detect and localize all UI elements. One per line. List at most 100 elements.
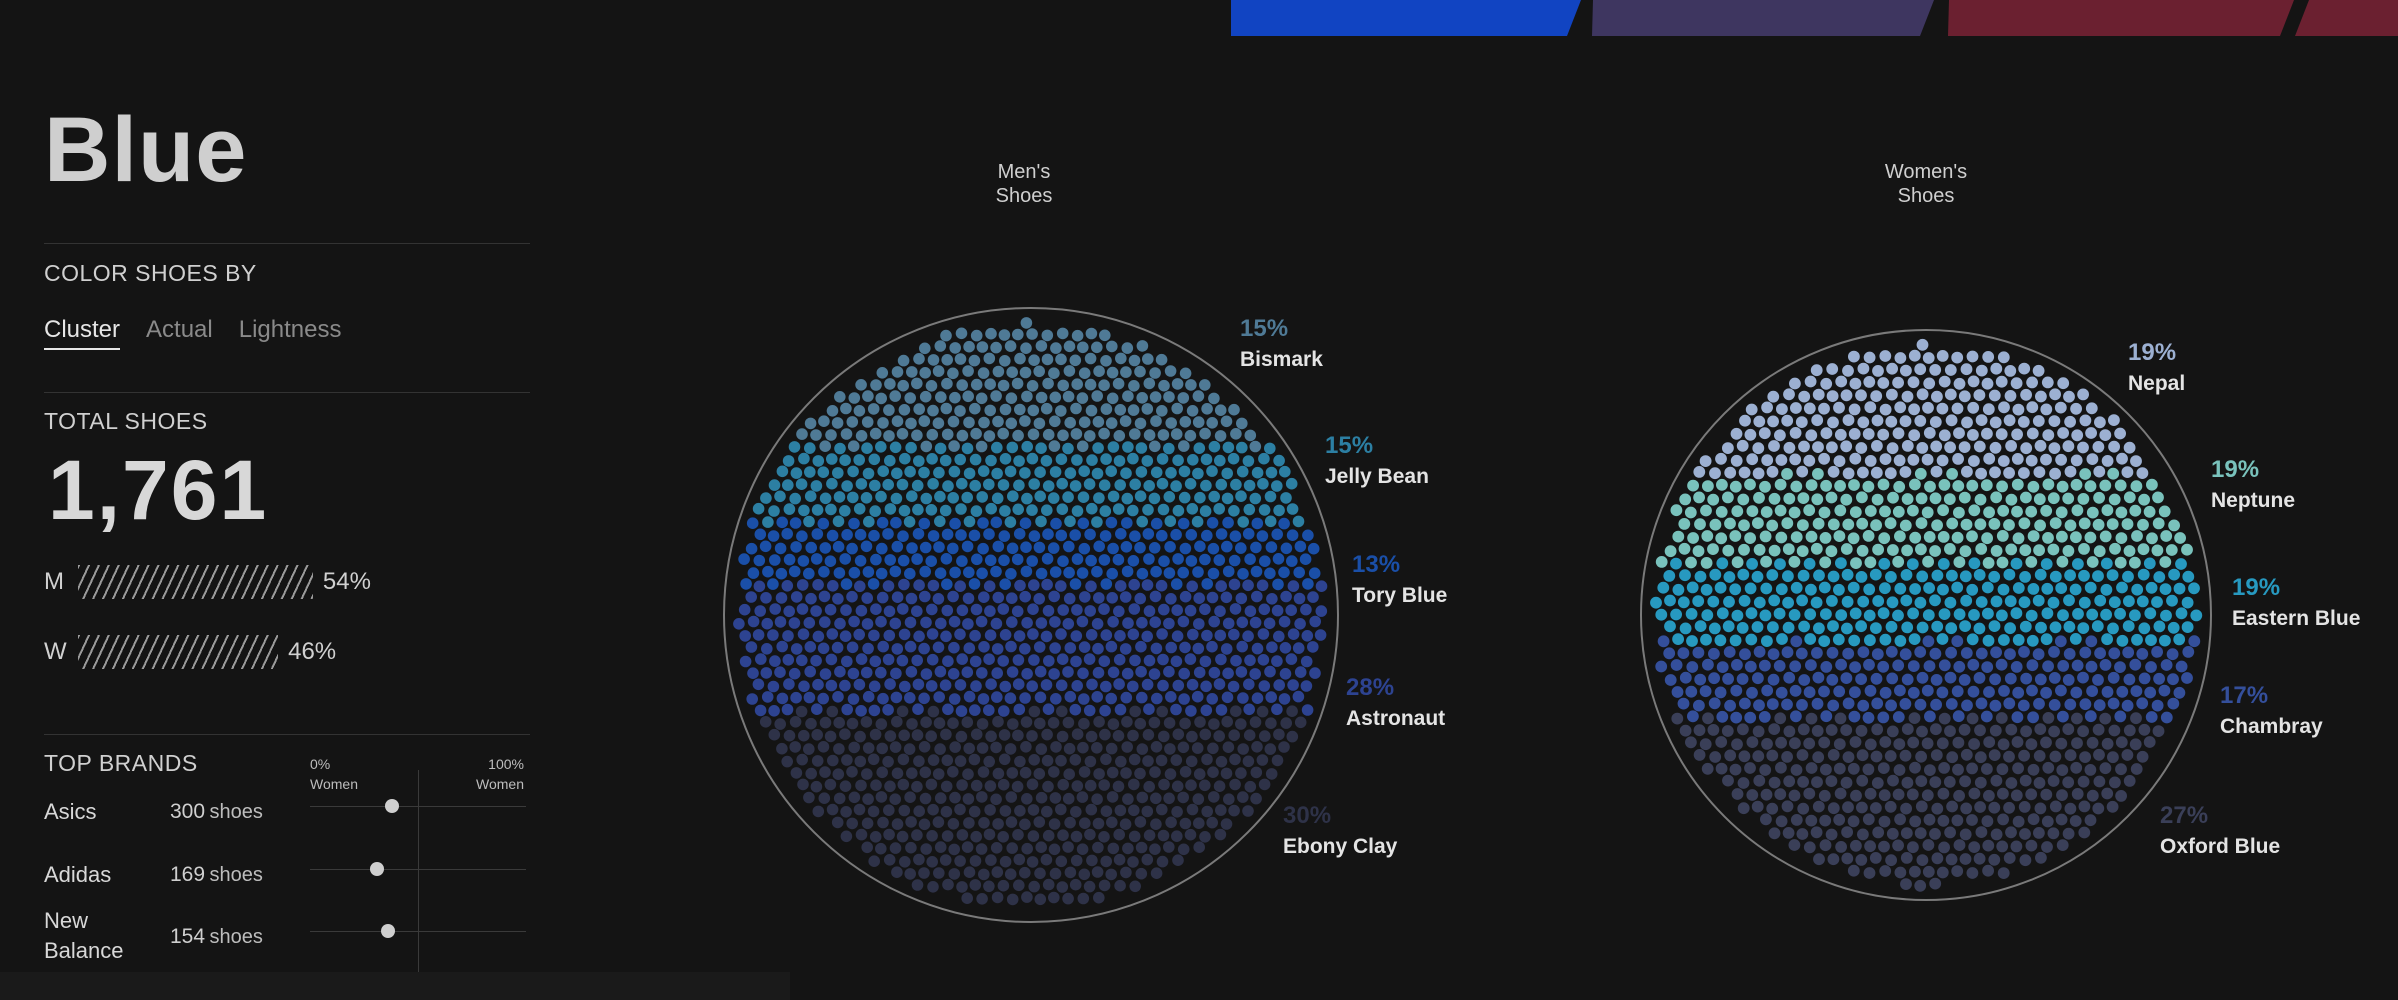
shoe-dot (782, 479, 794, 491)
shoe-dot (1951, 402, 1964, 415)
palette-tabs-svg (1231, 0, 2398, 36)
shoe-dot (1709, 568, 1722, 581)
palette-tab-purple[interactable] (1592, 0, 1934, 36)
shoe-dot (1242, 455, 1255, 467)
shoe-dot (846, 717, 859, 730)
shoe-dot (1894, 866, 1907, 879)
shoe-dot (898, 628, 911, 641)
shoe-dot (990, 516, 1003, 529)
shoe-dot (970, 603, 983, 616)
shoe-dot (767, 680, 780, 693)
shoe-dot (1163, 792, 1175, 805)
shoe-dot (1709, 518, 1722, 531)
shoe-dot (1004, 868, 1017, 880)
shoe-dot (1877, 762, 1890, 774)
shoe-dot (2041, 607, 2054, 620)
shoe-dot (1208, 666, 1221, 679)
shoe-dot (1989, 466, 2001, 479)
shoe-dot (855, 430, 868, 442)
shoe-dot (1099, 704, 1111, 717)
shoe-dot (1842, 801, 1854, 814)
shoe-dot (797, 628, 810, 640)
shoe-dot (1121, 492, 1134, 505)
palette-tab-red-2[interactable] (2295, 0, 2398, 36)
mode-cluster[interactable]: Cluster (44, 316, 121, 350)
shoe-dot (1686, 661, 1699, 673)
shoe-dot (963, 416, 975, 429)
shoe-dot (911, 429, 923, 442)
shoe-dot (1790, 480, 1803, 493)
shoe-dot (2027, 480, 2040, 493)
shoe-dot (1998, 401, 2010, 414)
shoe-dot (918, 415, 931, 427)
shoe-dot (1200, 453, 1213, 466)
shoe-dot (1192, 416, 1205, 428)
shoe-dot (1098, 879, 1111, 892)
shoe-dot (1686, 635, 1698, 647)
shoe-dot (1200, 479, 1212, 492)
shoe-dot (2175, 558, 2187, 570)
shoe-dot (2004, 622, 2016, 635)
shoe-dot (1230, 428, 1242, 440)
shoe-dot (2114, 661, 2126, 673)
shoe-dot (1990, 491, 2003, 504)
shoe-dot (1931, 620, 1944, 633)
shoe-dot (1929, 545, 1941, 557)
shoe-dot (875, 567, 888, 580)
shoe-dot (839, 728, 851, 740)
shoe-dot (985, 730, 997, 743)
shoe-dot (833, 743, 845, 755)
shoe-dot (906, 490, 918, 503)
shoe-dot (1012, 429, 1024, 442)
shoe-dot (863, 515, 875, 528)
shoe-dot (1702, 480, 1714, 492)
shoe-dot (1271, 703, 1283, 716)
shoe-dot (1849, 452, 1862, 465)
cluster-pct-label: 17% (2220, 682, 2268, 709)
shoe-dot (1849, 661, 1861, 673)
shoe-dot (891, 767, 904, 780)
shoe-dot (2152, 517, 2165, 530)
shoe-dot (1084, 828, 1096, 841)
palette-tab-blue[interactable] (1231, 0, 1581, 36)
shoe-dot (1064, 816, 1076, 829)
shoe-dot (1014, 755, 1026, 768)
shoe-dot (1033, 768, 1046, 780)
shoe-dot (2070, 402, 2083, 415)
shoe-dot (817, 466, 830, 479)
shoe-dot (1811, 414, 1824, 427)
shoe-dot (927, 881, 939, 893)
mode-actual[interactable]: Actual (146, 316, 213, 343)
shoe-dot (1273, 504, 1285, 517)
shoe-dot (1048, 818, 1061, 830)
shoe-dot (1155, 579, 1168, 592)
palette-tab-red[interactable] (1948, 0, 2294, 36)
shoe-dot (1812, 441, 1824, 453)
shoe-dot (926, 603, 938, 616)
shoe-dot (1285, 653, 1298, 665)
shoe-dot (1752, 672, 1764, 685)
shoe-dot (1033, 541, 1046, 554)
shoe-dot (1021, 492, 1033, 505)
shoe-dot (2108, 647, 2121, 660)
shoe-dot (739, 655, 752, 668)
shoe-dot (752, 629, 765, 641)
shoe-dot (1974, 518, 1987, 531)
shoe-dot (2144, 607, 2157, 620)
shoe-dot (999, 403, 1012, 416)
shoe-dot (1951, 531, 1964, 544)
shoe-dot (1870, 390, 1883, 402)
shoe-dot (2063, 620, 2076, 633)
shoe-dot (2020, 725, 2032, 738)
shoe-dot (942, 703, 954, 716)
shoe-dot (1921, 453, 1934, 466)
shoe-dot (1840, 493, 1853, 506)
mode-lightness[interactable]: Lightness (238, 316, 342, 343)
shoe-dot (905, 441, 917, 454)
shoe-dot (2027, 763, 2040, 776)
shoe-dot (1789, 377, 1801, 390)
shoe-dot (1721, 725, 1734, 737)
shoe-dot (760, 492, 772, 504)
shoe-dot (1722, 544, 1735, 557)
shoe-dot (2064, 698, 2077, 711)
